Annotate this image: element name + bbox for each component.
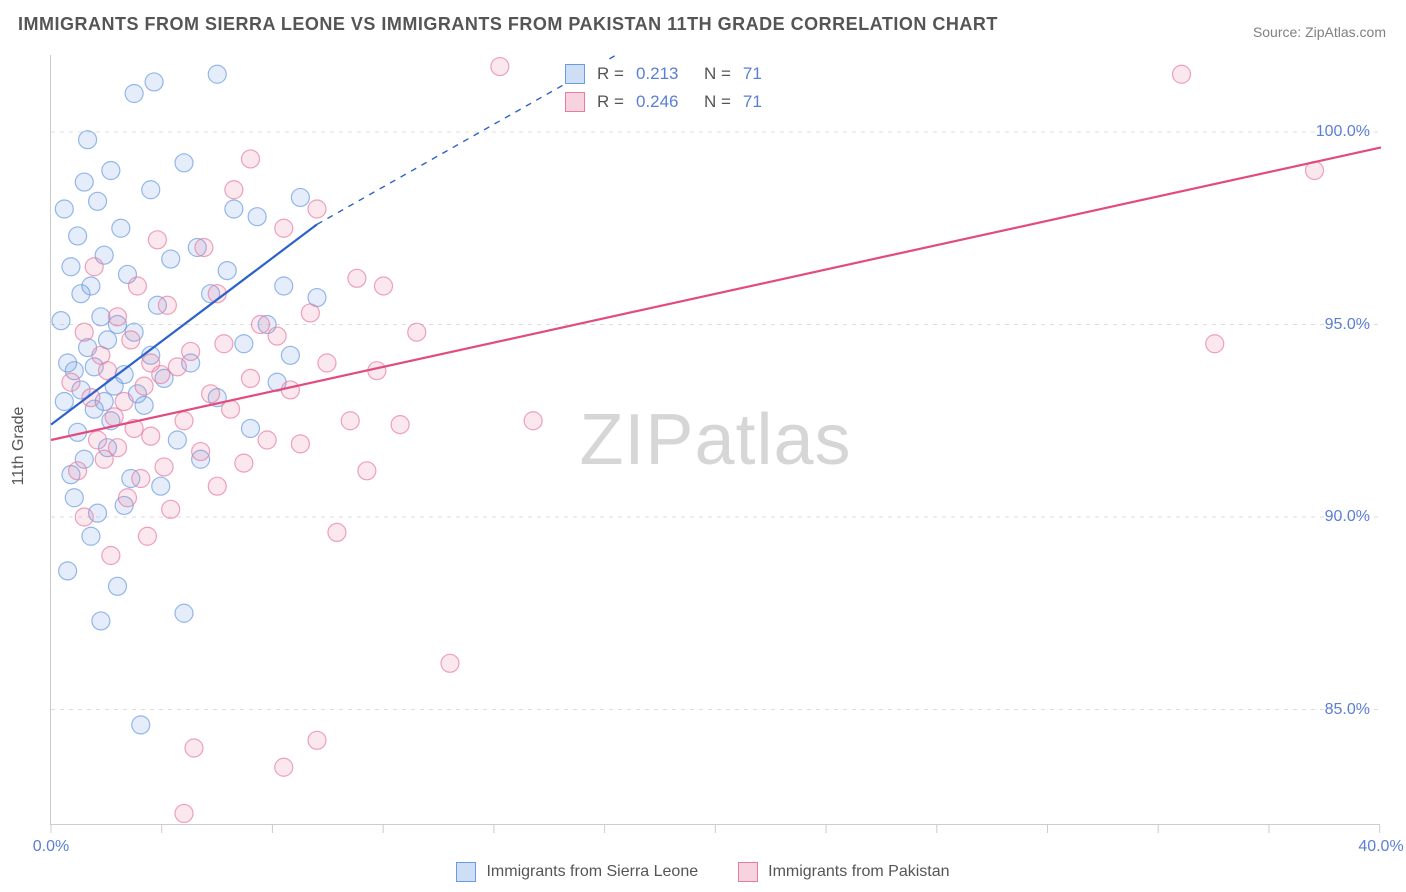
x-tick-label: 40.0% (1358, 838, 1403, 856)
legend-stats-row-0: R = 0.213 N = 71 (565, 60, 799, 88)
r-label: R = (597, 64, 624, 84)
swatch-sierra-leone (565, 64, 585, 84)
legend-label-1: Immigrants from Pakistan (768, 863, 949, 881)
plot-area: ZIPatlas 85.0%90.0%95.0%100.0%0.0%40.0% (50, 55, 1380, 825)
y-tick-label: 90.0% (1325, 508, 1370, 526)
legend-stats-row-1: R = 0.246 N = 71 (565, 88, 799, 116)
legend-label-0: Immigrants from Sierra Leone (486, 863, 698, 881)
swatch-sierra-leone (456, 862, 476, 882)
legend-item-pakistan: Immigrants from Pakistan (738, 862, 949, 882)
legend-bottom: Immigrants from Sierra Leone Immigrants … (0, 862, 1406, 882)
n-label: N = (704, 92, 731, 112)
n-value-0: 71 (743, 64, 799, 84)
source-label: Source: ZipAtlas.com (1253, 24, 1386, 40)
swatch-pakistan (738, 862, 758, 882)
r-value-1: 0.246 (636, 92, 692, 112)
n-label: N = (704, 64, 731, 84)
x-tick-label: 0.0% (33, 838, 69, 856)
legend-item-sierra-leone: Immigrants from Sierra Leone (456, 862, 698, 882)
chart-title: IMMIGRANTS FROM SIERRA LEONE VS IMMIGRAN… (18, 14, 998, 35)
r-label: R = (597, 92, 624, 112)
swatch-pakistan (565, 92, 585, 112)
legend-stats: R = 0.213 N = 71 R = 0.246 N = 71 (565, 60, 799, 116)
r-value-0: 0.213 (636, 64, 692, 84)
n-value-1: 71 (743, 92, 799, 112)
y-axis-title: 11th Grade (10, 407, 28, 486)
y-tick-label: 100.0% (1316, 123, 1370, 141)
chart-svg (51, 55, 1380, 824)
y-tick-label: 95.0% (1325, 316, 1370, 334)
y-tick-label: 85.0% (1325, 701, 1370, 719)
